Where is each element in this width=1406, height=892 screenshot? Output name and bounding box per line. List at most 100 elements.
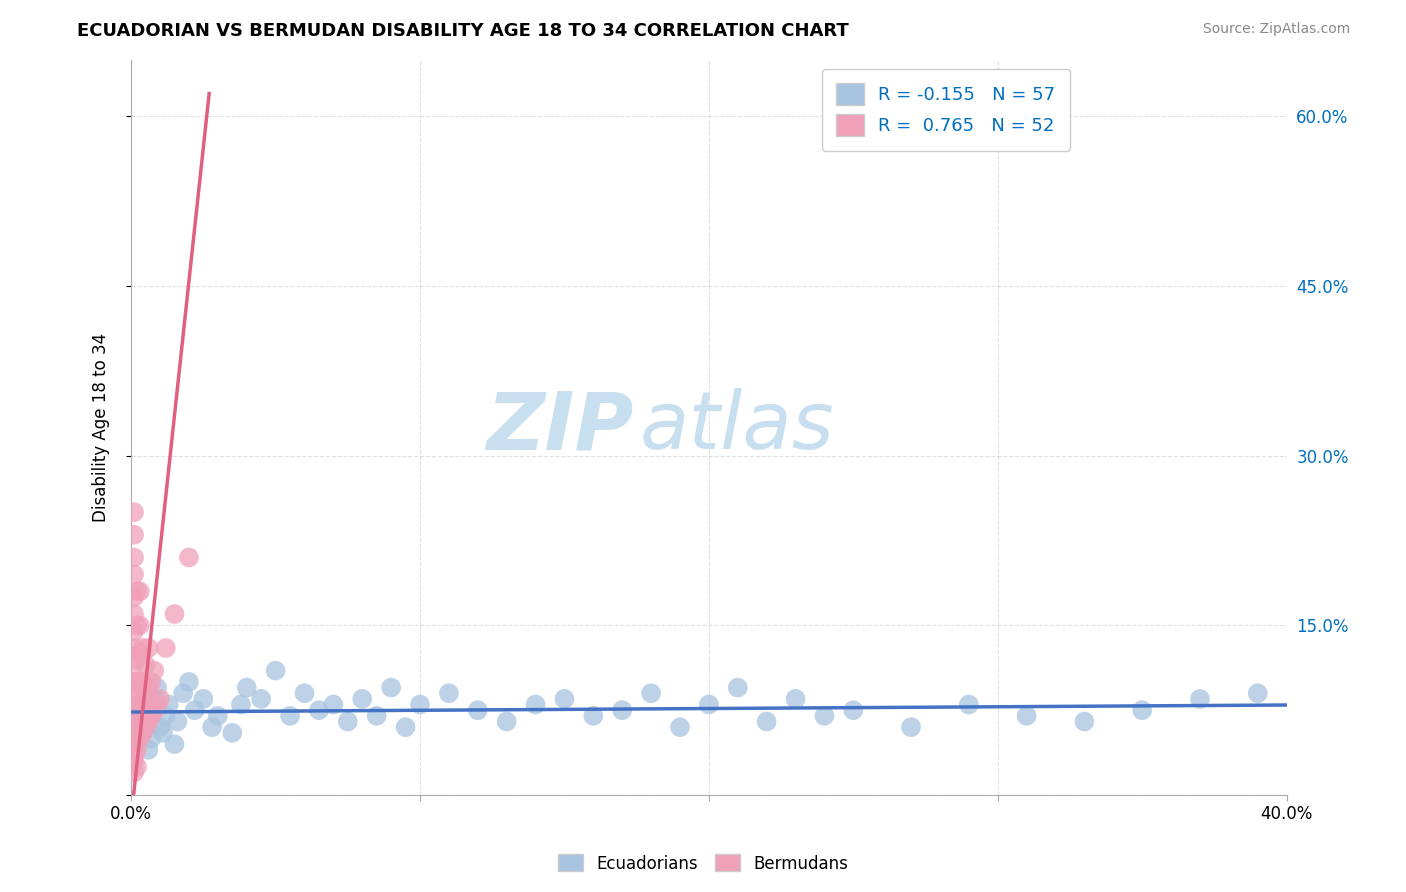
Point xyxy=(122,686,145,700)
Point xyxy=(612,703,634,717)
Point xyxy=(380,681,402,695)
Point xyxy=(128,731,150,746)
Point xyxy=(125,674,148,689)
Point xyxy=(125,726,148,740)
Point xyxy=(322,698,344,712)
Point xyxy=(122,505,145,519)
Point xyxy=(138,681,160,695)
Point xyxy=(132,698,155,712)
Point xyxy=(155,709,177,723)
Legend: Ecuadorians, Bermudans: Ecuadorians, Bermudans xyxy=(551,847,855,880)
Point xyxy=(149,720,172,734)
Point xyxy=(294,686,316,700)
Point xyxy=(122,674,145,689)
Point xyxy=(697,698,720,712)
Point xyxy=(132,726,155,740)
Point xyxy=(135,657,157,672)
Point xyxy=(177,550,200,565)
Point xyxy=(138,640,160,655)
Point xyxy=(125,760,148,774)
Point xyxy=(122,703,145,717)
Point xyxy=(553,692,575,706)
Point xyxy=(122,624,145,638)
Point xyxy=(138,714,160,729)
Point xyxy=(409,698,432,712)
Point xyxy=(125,709,148,723)
Point xyxy=(135,686,157,700)
Point xyxy=(264,664,287,678)
Point xyxy=(669,720,692,734)
Point xyxy=(122,657,145,672)
Point xyxy=(755,714,778,729)
Point xyxy=(141,709,163,723)
Point xyxy=(128,714,150,729)
Point xyxy=(125,652,148,666)
Point xyxy=(135,720,157,734)
Point xyxy=(122,754,145,768)
Point xyxy=(128,698,150,712)
Point xyxy=(366,709,388,723)
Point xyxy=(193,692,215,706)
Point xyxy=(132,726,155,740)
Point xyxy=(135,703,157,717)
Point xyxy=(640,686,662,700)
Point xyxy=(1015,709,1038,723)
Point xyxy=(1247,686,1270,700)
Point xyxy=(900,720,922,734)
Point xyxy=(122,640,145,655)
Legend: R = -0.155   N = 57, R =  0.765   N = 52: R = -0.155 N = 57, R = 0.765 N = 52 xyxy=(823,69,1070,151)
Point xyxy=(467,703,489,717)
Point xyxy=(172,686,194,700)
Point xyxy=(141,731,163,746)
Point xyxy=(524,698,547,712)
Text: atlas: atlas xyxy=(640,388,834,467)
Point xyxy=(201,720,224,734)
Text: ECUADORIAN VS BERMUDAN DISABILITY AGE 18 TO 34 CORRELATION CHART: ECUADORIAN VS BERMUDAN DISABILITY AGE 18… xyxy=(77,22,849,40)
Y-axis label: Disability Age 18 to 34: Disability Age 18 to 34 xyxy=(93,333,110,522)
Point xyxy=(250,692,273,706)
Text: ZIP: ZIP xyxy=(486,388,634,467)
Point xyxy=(128,647,150,661)
Point xyxy=(149,692,172,706)
Point xyxy=(143,692,166,706)
Point xyxy=(125,618,148,632)
Point xyxy=(122,567,145,582)
Point xyxy=(163,607,186,621)
Point xyxy=(785,692,807,706)
Point xyxy=(229,698,252,712)
Point xyxy=(163,737,186,751)
Point xyxy=(308,703,330,717)
Point xyxy=(141,674,163,689)
Point xyxy=(235,681,257,695)
Point xyxy=(122,550,145,565)
Point xyxy=(122,720,145,734)
Point xyxy=(1073,714,1095,729)
Point xyxy=(352,692,374,706)
Point xyxy=(122,748,145,763)
Point xyxy=(177,674,200,689)
Text: Source: ZipAtlas.com: Source: ZipAtlas.com xyxy=(1202,22,1350,37)
Point xyxy=(138,743,160,757)
Point xyxy=(207,709,229,723)
Point xyxy=(128,674,150,689)
Point xyxy=(183,703,205,717)
Point xyxy=(582,709,605,723)
Point xyxy=(122,528,145,542)
Point xyxy=(122,607,145,621)
Point xyxy=(132,640,155,655)
Point xyxy=(128,584,150,599)
Point xyxy=(813,709,835,723)
Point xyxy=(157,698,180,712)
Point xyxy=(143,703,166,717)
Point xyxy=(1188,692,1211,706)
Point xyxy=(166,714,188,729)
Point xyxy=(221,726,243,740)
Point xyxy=(122,765,145,780)
Point xyxy=(278,709,301,723)
Point xyxy=(125,692,148,706)
Point xyxy=(125,584,148,599)
Point xyxy=(143,664,166,678)
Point xyxy=(727,681,749,695)
Point xyxy=(842,703,865,717)
Point xyxy=(437,686,460,700)
